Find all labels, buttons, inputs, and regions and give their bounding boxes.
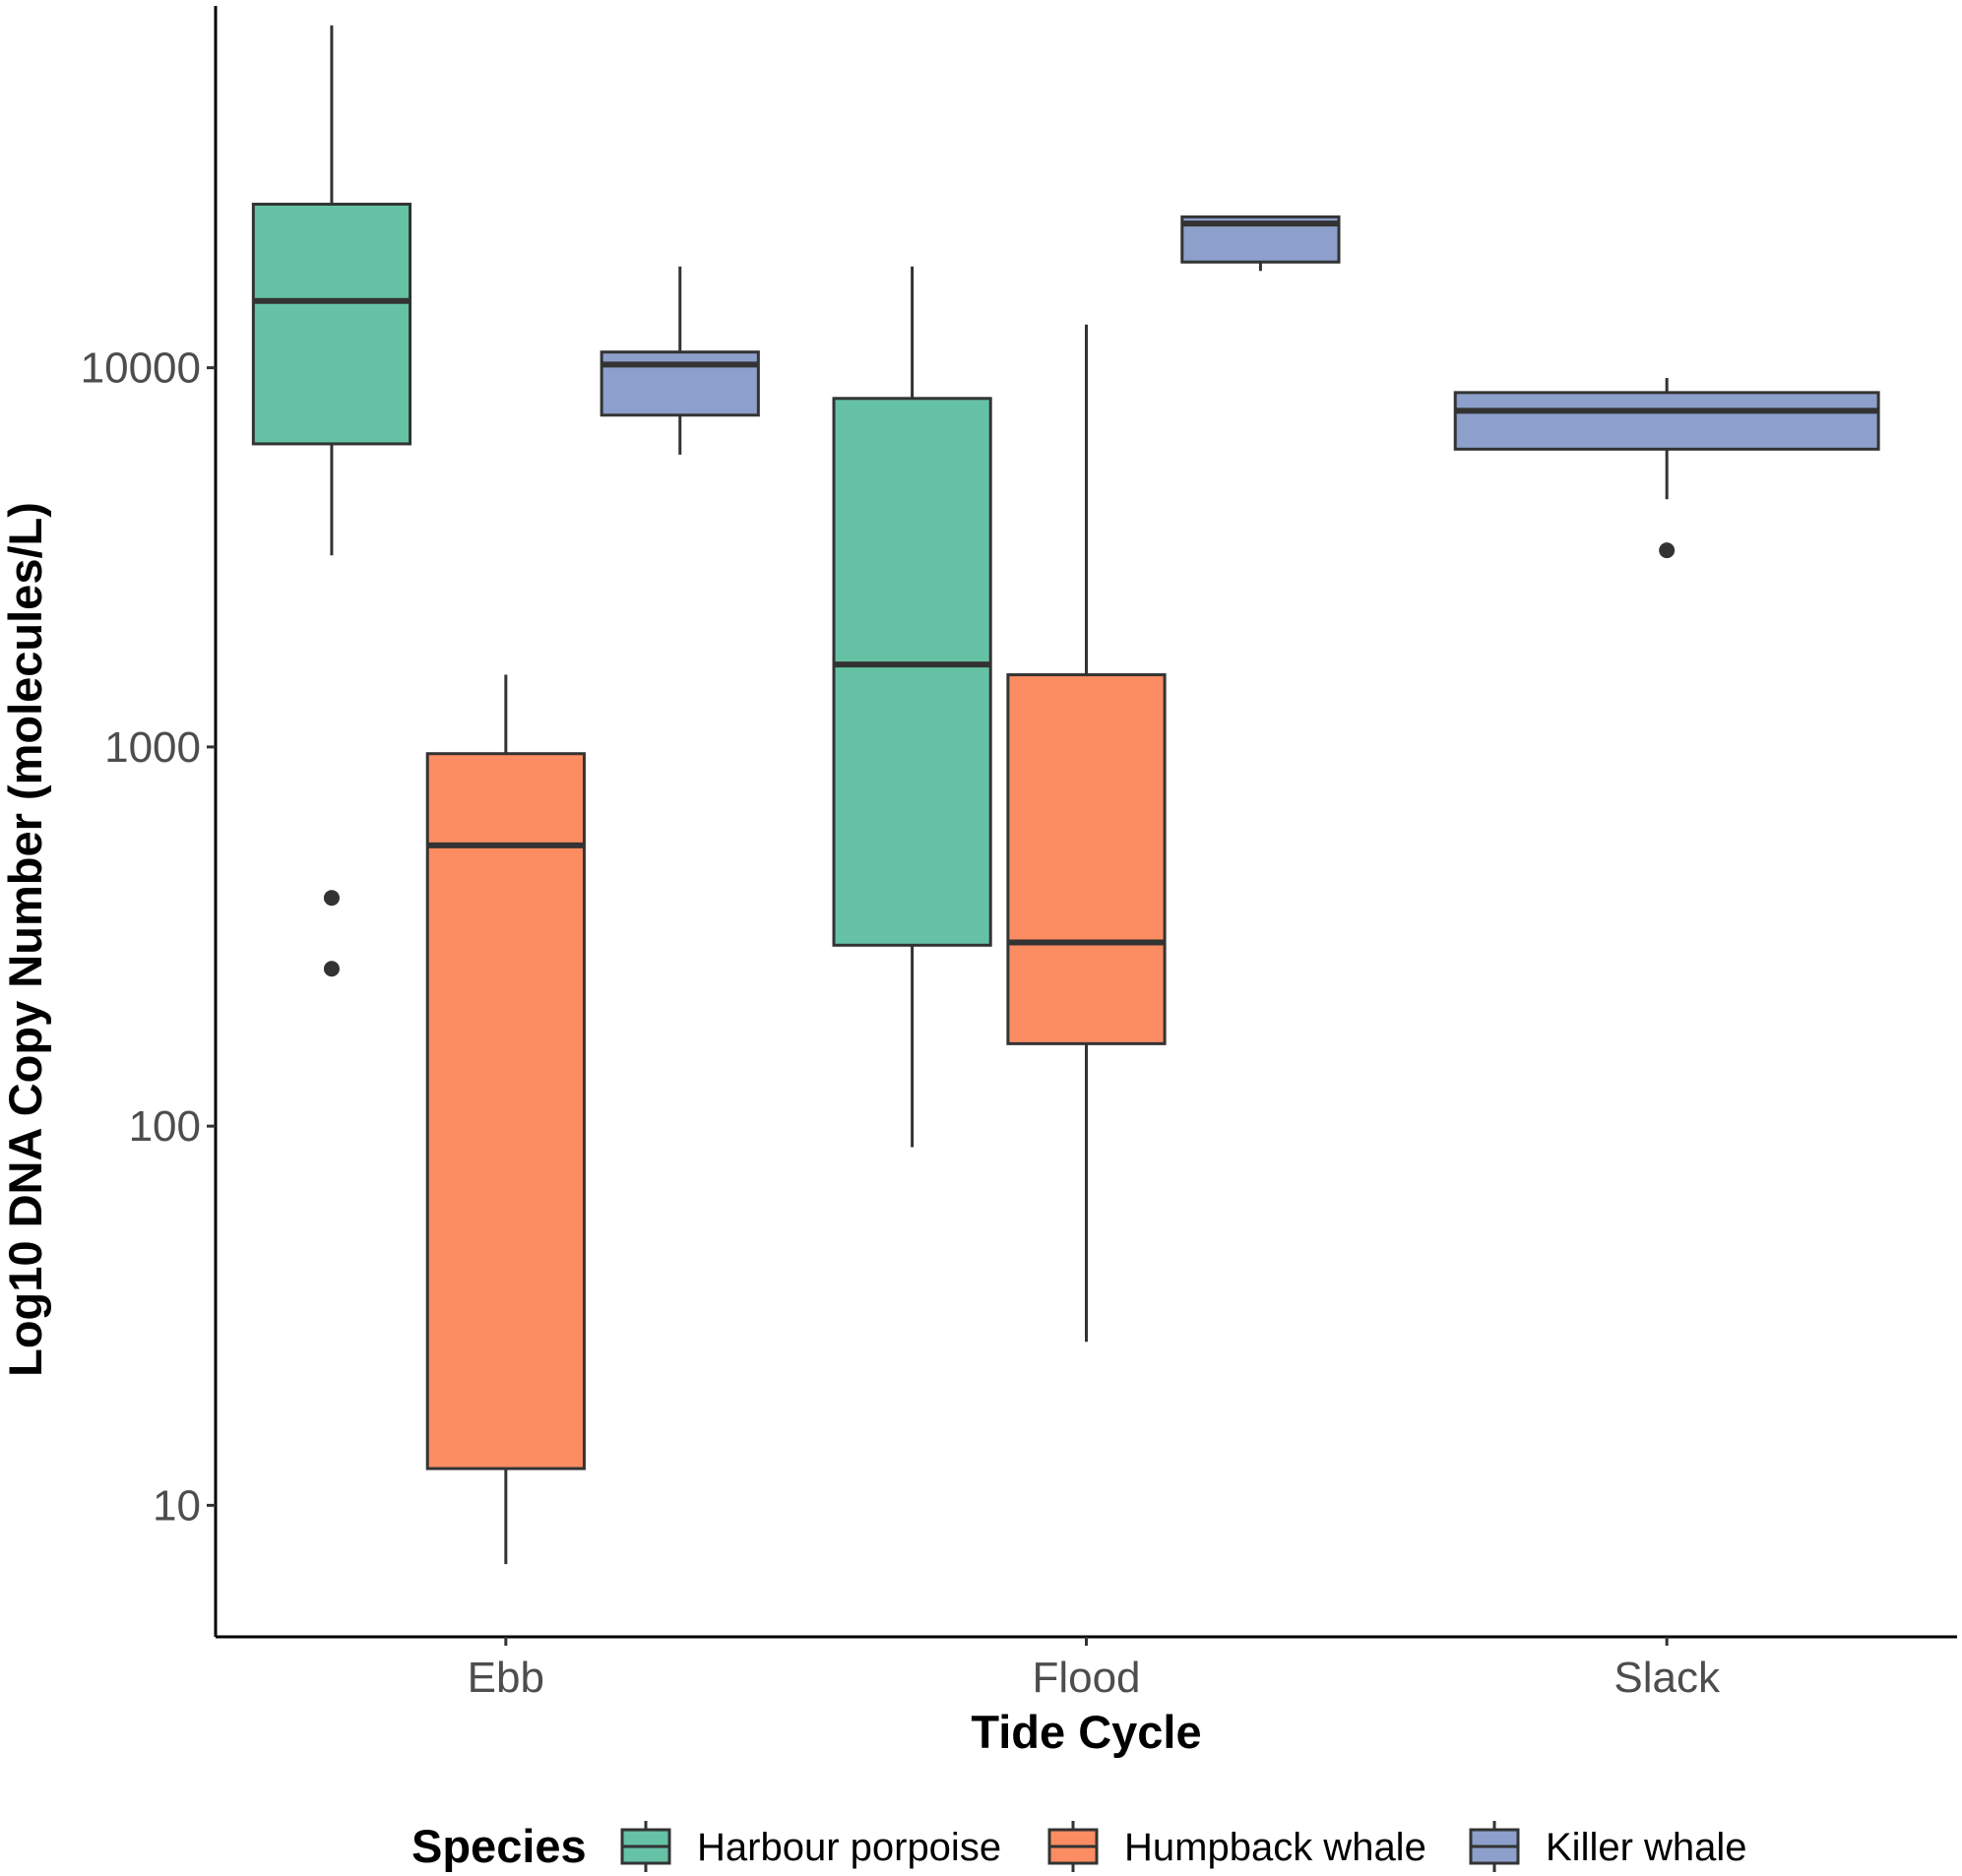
legend-items: Harbour porpoise Humpback whale Killer wha… [620, 1821, 1747, 1872]
x-tick-label: Flood [1032, 1654, 1140, 1702]
legend-label: Harbour porpoise [697, 1826, 1001, 1869]
iqr-box [832, 397, 992, 947]
y-tick-label: 10 [153, 1481, 201, 1530]
y-tick-label: 100 [129, 1102, 201, 1151]
outlier-point [323, 890, 340, 907]
box-humpback-whale-ebb [425, 674, 586, 1565]
iqr-box [251, 202, 412, 446]
box-killer-whale-flood [1180, 215, 1341, 272]
outlier-point [323, 961, 340, 977]
legend: Species Harbour porpoise Humpback whale Ki… [411, 1820, 1747, 1872]
x-axis-ticks: Ebb Flood Slack [468, 1637, 1721, 1702]
iqr-box [600, 350, 760, 417]
iqr-box [1006, 673, 1167, 1045]
legend-label: Humpback whale [1124, 1826, 1426, 1869]
y-tick-label: 1000 [104, 723, 201, 772]
legend-item-harbour-porpoise: Harbour porpoise [620, 1821, 1001, 1872]
box-humpback-whale-flood [1006, 324, 1167, 1343]
legend-item-humpback-whale: Humpback whale [1047, 1821, 1426, 1872]
iqr-box [425, 752, 586, 1470]
legend-label: Killer whale [1546, 1826, 1747, 1869]
box-harbour-porpoise-flood [832, 266, 992, 1148]
box-killer-whale-ebb [600, 266, 760, 455]
x-tick-label: Ebb [468, 1654, 544, 1702]
x-axis-title: Tide Cycle [971, 1706, 1201, 1758]
outlier-point [1659, 542, 1676, 559]
legend-item-killer-whale: Killer whale [1469, 1821, 1747, 1872]
legend-title: Species [411, 1820, 587, 1872]
x-tick-label: Slack [1614, 1654, 1721, 1702]
y-tick-label: 10000 [81, 344, 201, 393]
box-killer-whale-slack [1453, 377, 1880, 559]
y-axis-ticks: 10 100 1000 10000 [81, 344, 216, 1530]
box-harbour-porpoise-ebb [251, 25, 412, 977]
plot-marks [251, 25, 1880, 1565]
iqr-box [1453, 391, 1880, 451]
y-axis-title: Log10 DNA Copy Number (molecules/L) [0, 502, 51, 1377]
